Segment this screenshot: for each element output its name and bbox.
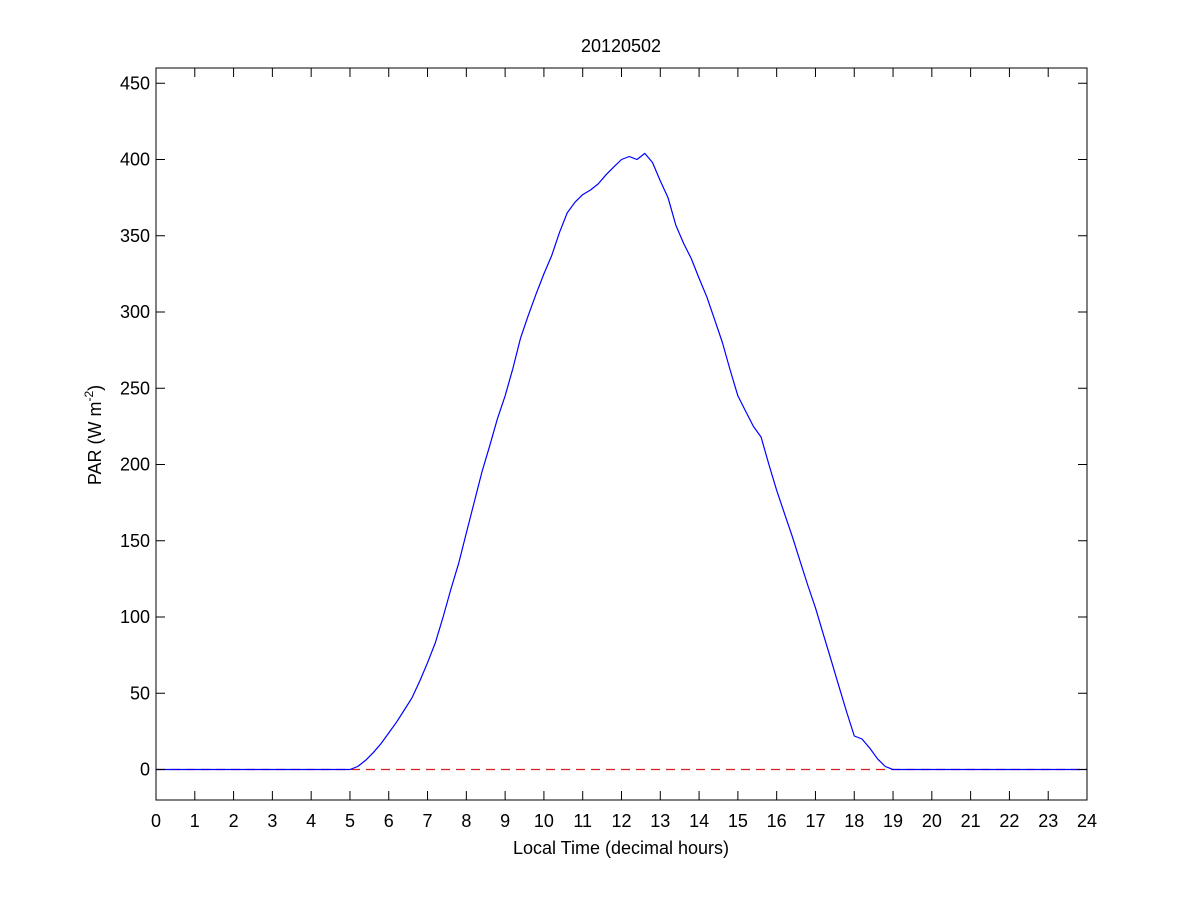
y-axis-label-superscript: -2: [82, 391, 96, 402]
x-tick-label: 16: [767, 811, 787, 831]
chart-title: 20120502: [581, 36, 661, 56]
par-series-line: [156, 152, 1087, 771]
x-axis-label: Local Time (decimal hours): [513, 838, 729, 858]
x-tick-label: 0: [151, 811, 161, 831]
y-axis-label-text: PAR (W m: [85, 402, 105, 486]
x-tick-label: 20: [922, 811, 942, 831]
y-tick-label: 100: [120, 607, 150, 627]
x-tick-label: 10: [534, 811, 554, 831]
x-tick-label: 19: [883, 811, 903, 831]
y-axis-label: PAR (W m-2): [82, 385, 105, 485]
x-tick-label: 6: [384, 811, 394, 831]
y-tick-label: 50: [130, 683, 150, 703]
y-tick-label: 200: [120, 455, 150, 475]
x-tick-label: 22: [999, 811, 1019, 831]
x-tick-label: 9: [500, 811, 510, 831]
x-tick-label: 2: [229, 811, 239, 831]
x-tick-label: 14: [689, 811, 709, 831]
x-tick-label: 17: [805, 811, 825, 831]
y-tick-label: 400: [120, 150, 150, 170]
x-tick-label: 3: [267, 811, 277, 831]
y-tick-label: 0: [140, 760, 150, 780]
y-tick-label: 150: [120, 531, 150, 551]
x-tick-label: 21: [961, 811, 981, 831]
x-tick-label: 7: [423, 811, 433, 831]
y-axis-label-suffix: ): [85, 385, 105, 391]
x-tick-label: 18: [844, 811, 864, 831]
x-tick-label: 1: [190, 811, 200, 831]
x-tick-label: 5: [345, 811, 355, 831]
x-tick-label: 11: [573, 811, 592, 831]
y-tick-label: 250: [120, 378, 150, 398]
x-tick-label: 13: [650, 811, 670, 831]
x-tick-label: 23: [1038, 811, 1058, 831]
y-tick-label: 350: [120, 226, 150, 246]
x-tick-label: 8: [461, 811, 471, 831]
x-tick-label: 24: [1077, 811, 1097, 831]
x-tick-label: 15: [728, 811, 748, 831]
y-tick-label: 450: [120, 73, 150, 93]
x-tick-label: 12: [611, 811, 631, 831]
x-tick-label: 4: [306, 811, 316, 831]
y-tick-label: 300: [120, 302, 150, 322]
